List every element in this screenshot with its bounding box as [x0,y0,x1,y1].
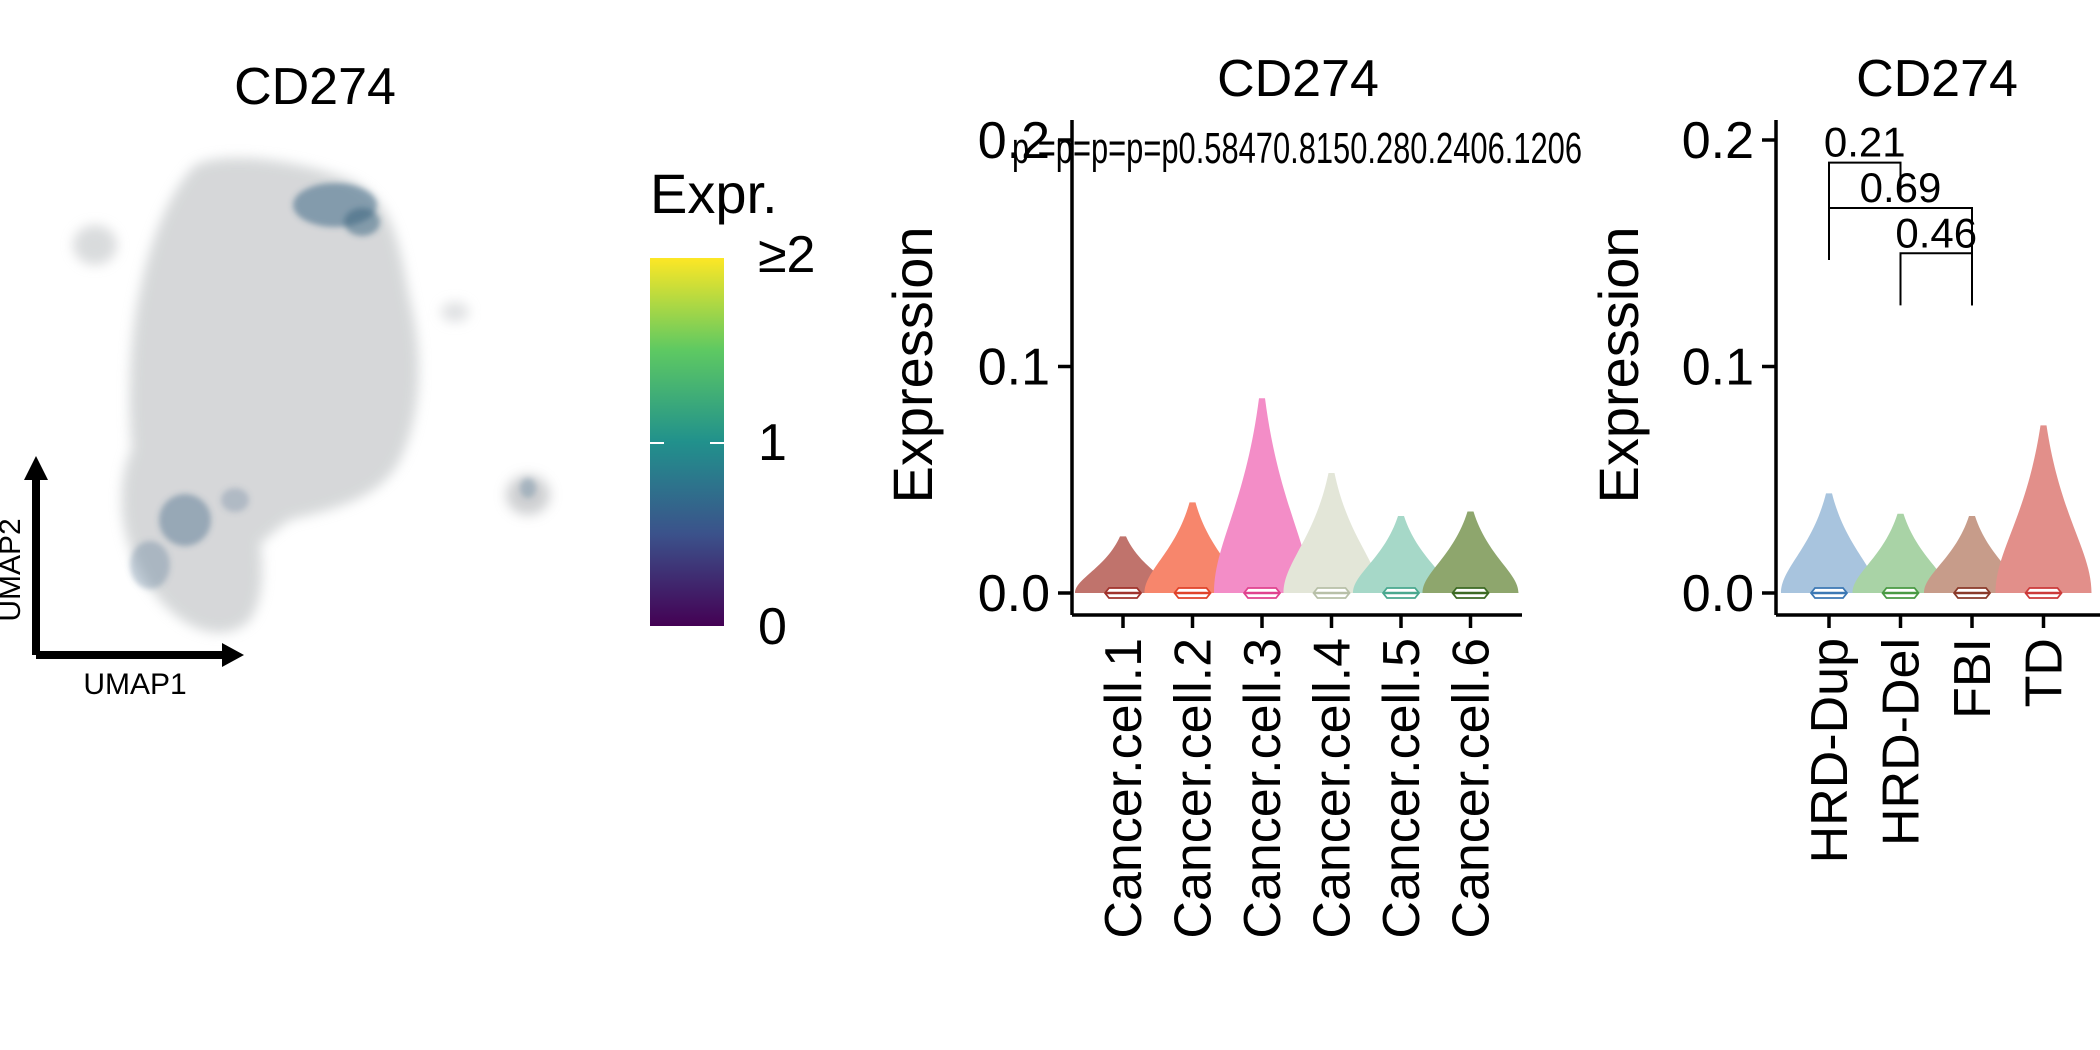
umap-expr-patch [159,494,211,546]
violin [1075,536,1171,593]
x-tick-label: Cancer.cell.3 [1234,638,1292,939]
y-tick-label: 0.0 [978,565,1050,623]
violin [1353,515,1449,593]
umap-cluster-left [73,225,117,265]
legend-tick-label: 1 [758,414,787,472]
umap1-label: UMAP1 [83,668,186,701]
legend-tick-label: 0 [758,598,787,656]
x-tick-label: Cancer.cell.2 [1165,638,1223,939]
violin [1283,472,1380,593]
umap-expr-patch [221,488,249,512]
cells-title: CD274 [1217,50,1379,108]
umap-title: CD274 [234,58,396,116]
umap-expr-patch [520,478,536,498]
groups-ylabel: Expression [1587,226,1650,503]
cells-x-ticks: Cancer.cell.1 Cancer.cell.2 Cancer.cell.3 C… [1095,615,1501,939]
x-tick-label: Cancer.cell.6 [1443,638,1501,939]
umap-expr-patch [344,208,380,236]
violin [1924,515,2020,593]
x-tick-label: HRD-Del [1873,638,1931,846]
x-tick-label: Cancer.cell.5 [1373,638,1431,939]
y-tick-label: 0.1 [978,339,1050,397]
umap-axes: UMAP1 UMAP2 [0,456,244,701]
groups-x-ticks: HRD-Dup HRD-Del FBI TD [1801,615,2074,863]
umap-expr-patch [130,541,170,589]
cells-pvalue-annotation: p =p=p=p=p0.58470.8150.280.2406.1206 [1012,124,1582,173]
violin-panel-groups: CD274 Expression 0.0 0.1 0.2 HRD-Dup HRD-De… [1587,50,2100,863]
y-tick-label: 0.0 [1682,565,1754,623]
violin [1852,513,1949,593]
legend-tick-label: ≥2 [758,226,815,284]
x-tick-label: Cancer.cell.4 [1304,638,1362,939]
cells-y-ticks: 0.0 0.1 0.2 [978,112,1072,623]
umap2-label: UMAP2 [0,518,27,621]
legend-title: Expr. [650,162,778,225]
y-tick-label: 0.2 [1682,112,1754,170]
comparison-pvalue: 0.46 [1895,209,1977,256]
comparison-bracket [1899,252,1973,306]
y-tick-label: 0.2 [978,112,1050,170]
violin [1214,398,1310,593]
groups-violins [1781,425,2092,599]
violin [1995,425,2092,593]
x-tick-label: TD [2016,638,2074,707]
comparison-pvalue: 0.21 [1824,119,1906,166]
violin [1781,493,1877,593]
cells-violins [1075,398,1519,599]
x-tick-label: HRD-Dup [1801,638,1859,863]
violin [1422,511,1519,593]
umap2-arrowhead [24,456,48,480]
umap-panel: CD274 UMAP1 UMAP2 [0,58,815,701]
expr-legend: Expr. ≥2 1 0 [650,162,815,656]
groups-title: CD274 [1856,50,2018,108]
cells-ylabel: Expression [881,226,944,503]
groups-comparisons: 0.210.690.46 [1824,119,1977,306]
x-tick-label: Cancer.cell.1 [1095,638,1153,939]
y-tick-label: 0.1 [1682,339,1754,397]
groups-y-ticks: 0.0 0.1 0.2 [1682,112,1776,623]
umap-cluster-small [441,302,469,322]
comparison-pvalue: 0.69 [1860,164,1942,211]
violin-panel-cells: CD274 Expression 0.0 0.1 0.2 Cancer.cell.1… [881,50,1582,939]
umap1-arrowhead [222,643,244,667]
umap-expression-patches [130,183,536,589]
x-tick-label: FBI [1944,638,2002,719]
